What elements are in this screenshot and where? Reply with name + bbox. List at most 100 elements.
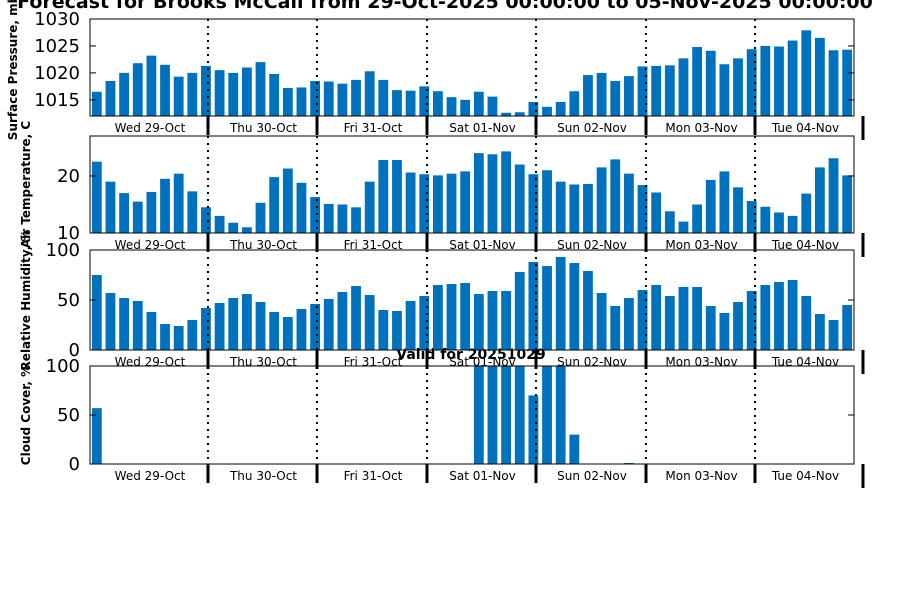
panel1-bar — [460, 99, 471, 116]
panel2-bar — [596, 167, 607, 233]
panel3-bar — [432, 285, 443, 350]
x-day-label: Thu 30-Oct — [229, 355, 297, 369]
panel1-bar — [814, 37, 825, 116]
panel2-bar — [746, 201, 757, 233]
panel2-bar — [119, 193, 130, 233]
panel1-bar — [514, 112, 525, 116]
panel3-bar — [119, 298, 130, 350]
panel1-bar — [623, 76, 634, 116]
panel1-bar — [378, 79, 389, 116]
x-day-label: Mon 03-Nov — [665, 238, 737, 252]
panel3-bar — [241, 294, 252, 350]
panel3-bar — [282, 317, 293, 350]
panel1-bar — [569, 91, 580, 116]
panel1-bar — [746, 49, 757, 116]
panel3-bar — [787, 280, 798, 350]
y-axis-label: Cloud Cover, % — [19, 365, 33, 465]
panel3-bar — [514, 272, 525, 350]
panel2-bar — [801, 193, 812, 233]
panel1-bar — [705, 50, 716, 116]
x-day-label: Fri 31-Oct — [344, 238, 403, 252]
panel2-bar — [610, 159, 621, 233]
panel3-bar — [842, 305, 853, 350]
panel2-bar — [487, 154, 498, 233]
panel2-bar — [351, 207, 361, 233]
panel1-bar — [241, 67, 252, 116]
x-day-label: Wed 29-Oct — [115, 238, 186, 252]
x-day-label: Tue 04-Nov — [771, 121, 839, 135]
panel3-bar — [419, 296, 430, 350]
y-axis-label: Relative Humidity, % — [19, 230, 33, 371]
panel2-bar — [446, 173, 457, 233]
panel3-bar — [378, 310, 389, 350]
panel2-bar — [828, 158, 839, 233]
x-day-label: Thu 30-Oct — [229, 238, 297, 252]
panel2-bar — [787, 215, 798, 233]
panel1-bar — [337, 83, 348, 116]
panel1-bar — [610, 80, 621, 116]
panel2-bar — [719, 171, 730, 233]
panel2-bar — [337, 204, 348, 233]
x-day-label: Mon 03-Nov — [665, 355, 737, 369]
panel3-bar — [719, 313, 730, 350]
page-title: Forecast for Brooks McCall from 29-Oct-2… — [17, 0, 873, 13]
panel1-bar — [446, 97, 457, 116]
panel3-bar — [364, 295, 375, 350]
y-axis-label: Air Temperature, C — [19, 121, 33, 249]
panel3-bar — [623, 298, 634, 350]
panel2-bar — [692, 204, 703, 233]
panel2-bar — [774, 212, 784, 233]
panel3-bar — [160, 324, 170, 350]
y-tick-label: 1015 — [34, 90, 80, 111]
panel2-bar — [651, 192, 662, 233]
x-day-label: Tue 04-Nov — [771, 238, 839, 252]
panel3-bar — [228, 298, 239, 350]
panel1-frame — [89, 18, 855, 117]
panel1-bar — [528, 101, 539, 116]
y-axis-label: Surface Pressure, mb — [6, 0, 20, 140]
panel2-bar — [282, 168, 293, 233]
panel1-bar — [801, 30, 812, 116]
panel3-bar — [269, 312, 280, 350]
panel3-bar — [651, 285, 662, 350]
panel2-bar — [105, 181, 116, 233]
x-day-label: Tue 04-Nov — [771, 355, 839, 369]
panel1-bar — [664, 65, 675, 116]
panel1-bar — [501, 112, 512, 116]
panel3-bar — [501, 291, 512, 350]
panel3-bar — [187, 320, 198, 350]
y-tick-label: 10 — [57, 223, 80, 244]
panel2-bar — [460, 171, 471, 233]
panel1-bar — [828, 50, 839, 117]
panel3-bar — [801, 296, 812, 350]
panel1-bar — [392, 90, 402, 116]
panel2-bar — [842, 175, 853, 233]
panel1-bar — [583, 75, 593, 116]
y-tick-label: 50 — [57, 405, 80, 426]
panel3-bar — [760, 285, 771, 350]
x-day-label: Sat 01-Nov — [449, 469, 516, 483]
panel1-bar — [364, 71, 375, 116]
x-day-label: Fri 31-Oct — [344, 469, 403, 483]
panel1-bar — [105, 80, 116, 116]
panel1-bar — [760, 45, 771, 116]
panel1-bar — [678, 58, 689, 116]
panel2-bar — [187, 191, 198, 233]
y-tick-label: 0 — [69, 340, 80, 361]
panel3-bar — [664, 296, 675, 350]
panel2-bar — [514, 164, 525, 233]
panel2-bar — [296, 182, 307, 233]
y-tick-label: 100 — [46, 240, 80, 261]
panel1-bar — [733, 58, 743, 116]
panel4-bar — [514, 366, 525, 464]
panel2-bar — [146, 191, 157, 233]
panel2-bar — [623, 173, 634, 233]
panel1-bar — [132, 63, 143, 116]
panel3-bar — [310, 304, 321, 350]
panel3-bar — [692, 287, 703, 350]
panel1-bar — [296, 87, 307, 116]
panel3-bar — [705, 306, 716, 350]
panel3-bar — [351, 286, 361, 350]
panel2-bar — [132, 201, 143, 233]
